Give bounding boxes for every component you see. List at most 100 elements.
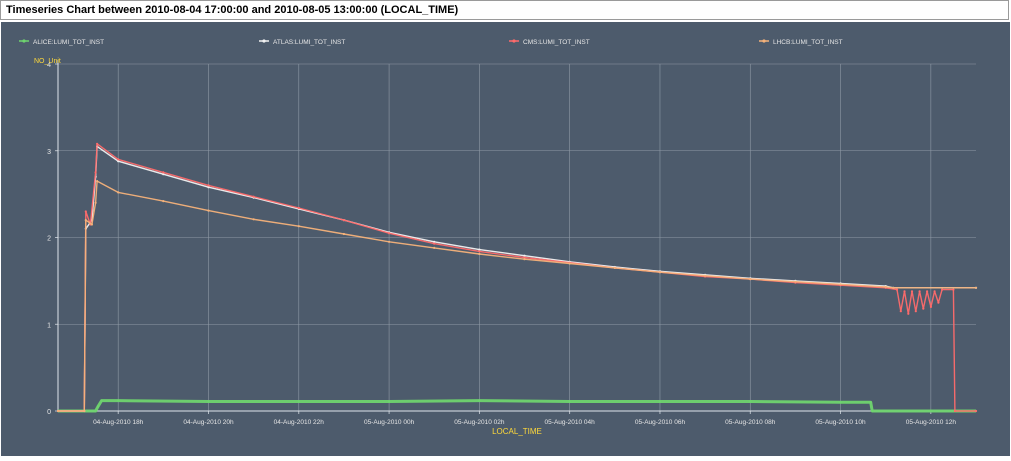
legend-label-3: LHCB:LUMI_TOT_INST <box>773 39 843 46</box>
legend-marker-0 <box>22 39 26 43</box>
x-axis-label: LOCAL_TIME <box>492 427 542 436</box>
data-point-2-37 <box>952 288 955 291</box>
y-tick-label-4: 4 <box>47 62 51 69</box>
data-point-0-1 <box>94 409 97 413</box>
data-point-0-2 <box>96 405 99 408</box>
chart-area: ALICE:LUMI_TOT_INST ATLAS:LUMI_TOT_INST CM… <box>1 22 1010 456</box>
data-point-0-10 <box>658 400 662 403</box>
data-point-0-5 <box>207 400 210 403</box>
x-tick-label-3: 05-Aug-2010 00h <box>364 419 415 426</box>
data-point-2-27 <box>907 312 910 315</box>
data-point-3-21 <box>794 280 797 283</box>
data-point-3-12 <box>388 240 391 243</box>
data-point-0-11 <box>749 400 752 403</box>
data-point-3-11 <box>342 232 345 236</box>
legend-marker-2 <box>512 39 516 43</box>
data-point-2-39 <box>974 409 978 413</box>
data-point-2-11 <box>342 219 345 222</box>
data-point-0-8 <box>478 399 481 402</box>
legend-marker-3 <box>762 39 766 43</box>
data-point-0-13 <box>869 401 872 404</box>
data-point-3-20 <box>749 278 752 281</box>
x-tick-label-7: 05-Aug-2010 08h <box>725 419 776 426</box>
legend-label-2: CMS:LUMI_TOT_INST <box>523 39 590 46</box>
y-axis-label: NO_Unit <box>34 58 61 65</box>
data-point-1-7 <box>162 173 165 176</box>
data-point-2-38 <box>953 409 957 413</box>
title-bar: Timeseries Chart between 2010-08-04 17:0… <box>0 0 1009 20</box>
data-point-2-2 <box>84 210 87 213</box>
data-point-2-31 <box>922 307 925 310</box>
data-point-1-15 <box>523 254 526 257</box>
data-point-3-24 <box>892 286 895 289</box>
data-point-2-32 <box>926 290 929 293</box>
x-tick-label-6: 05-Aug-2010 06h <box>635 419 686 426</box>
data-point-2-5 <box>96 142 99 145</box>
series-line-3 <box>58 180 976 412</box>
data-point-2-29 <box>914 310 917 313</box>
data-point-2-6 <box>117 158 120 161</box>
y-tick-label-1: 1 <box>47 322 51 329</box>
data-point-3-17 <box>613 266 616 269</box>
data-point-2-30 <box>918 290 921 293</box>
data-point-3-5 <box>96 180 99 183</box>
data-point-2-28 <box>910 290 914 293</box>
data-point-3-1 <box>83 409 86 413</box>
x-tick-label-4: 05-Aug-2010 02h <box>454 419 505 426</box>
data-point-2-25 <box>899 310 902 313</box>
data-point-0-4 <box>117 399 120 402</box>
data-point-2-36 <box>941 288 944 291</box>
data-point-2-35 <box>937 301 940 304</box>
data-point-2-13 <box>433 242 436 245</box>
x-tick-label-0: 04-Aug-2010 18h <box>93 419 144 426</box>
data-point-1-14 <box>478 248 481 251</box>
x-tick-label-2: 04-Aug-2010 22h <box>274 419 325 426</box>
data-point-2-7 <box>162 171 165 174</box>
x-tick-label-1: 04-Aug-2010 20h <box>183 419 234 426</box>
data-point-2-10 <box>297 206 300 210</box>
y-tick-label-2: 2 <box>47 236 51 243</box>
chart-background <box>1 22 1010 456</box>
data-point-3-8 <box>207 209 210 212</box>
data-point-3-16 <box>568 262 571 265</box>
data-point-3-10 <box>297 225 300 228</box>
x-tick-label-8: 05-Aug-2010 10h <box>815 419 866 426</box>
data-point-3-0 <box>56 409 60 413</box>
data-point-2-4 <box>94 171 97 174</box>
series-line-0 <box>58 399 976 413</box>
data-point-0-12 <box>839 401 842 404</box>
data-point-3-14 <box>478 252 481 256</box>
legend-label-1: ATLAS:LUMI_TOT_INST <box>273 39 345 46</box>
data-point-2-14 <box>478 250 481 253</box>
data-point-3-9 <box>252 218 255 221</box>
data-point-3-13 <box>433 246 436 249</box>
legend-marker-1 <box>262 39 266 43</box>
x-tick-label-5: 05-Aug-2010 04h <box>545 419 596 426</box>
data-point-1-8 <box>207 186 210 189</box>
data-point-3-15 <box>523 258 526 261</box>
data-point-3-7 <box>162 200 165 203</box>
data-point-0-6 <box>297 400 300 403</box>
x-tick-label-9: 05-Aug-2010 12h <box>906 419 957 426</box>
data-point-3-3 <box>90 223 93 226</box>
data-point-3-23 <box>884 285 887 288</box>
data-point-2-8 <box>207 184 210 187</box>
data-point-3-18 <box>658 271 662 274</box>
y-tick-label-3: 3 <box>47 149 51 156</box>
data-point-0-9 <box>568 400 571 403</box>
data-point-2-33 <box>929 305 933 308</box>
data-point-2-12 <box>388 232 391 235</box>
data-point-2-34 <box>933 290 936 293</box>
data-point-3-19 <box>704 274 707 277</box>
data-point-3-6 <box>117 191 120 194</box>
data-point-3-25 <box>974 286 978 289</box>
y-tick-label-0: 0 <box>47 409 51 416</box>
data-point-0-3 <box>100 399 103 402</box>
data-point-0-14 <box>871 409 874 413</box>
data-point-3-22 <box>839 283 842 286</box>
data-point-2-9 <box>252 195 255 198</box>
timeseries-chart: ALICE:LUMI_TOT_INST ATLAS:LUMI_TOT_INST CM… <box>1 22 1010 456</box>
data-point-3-2 <box>84 219 87 222</box>
data-point-2-15 <box>523 256 526 259</box>
